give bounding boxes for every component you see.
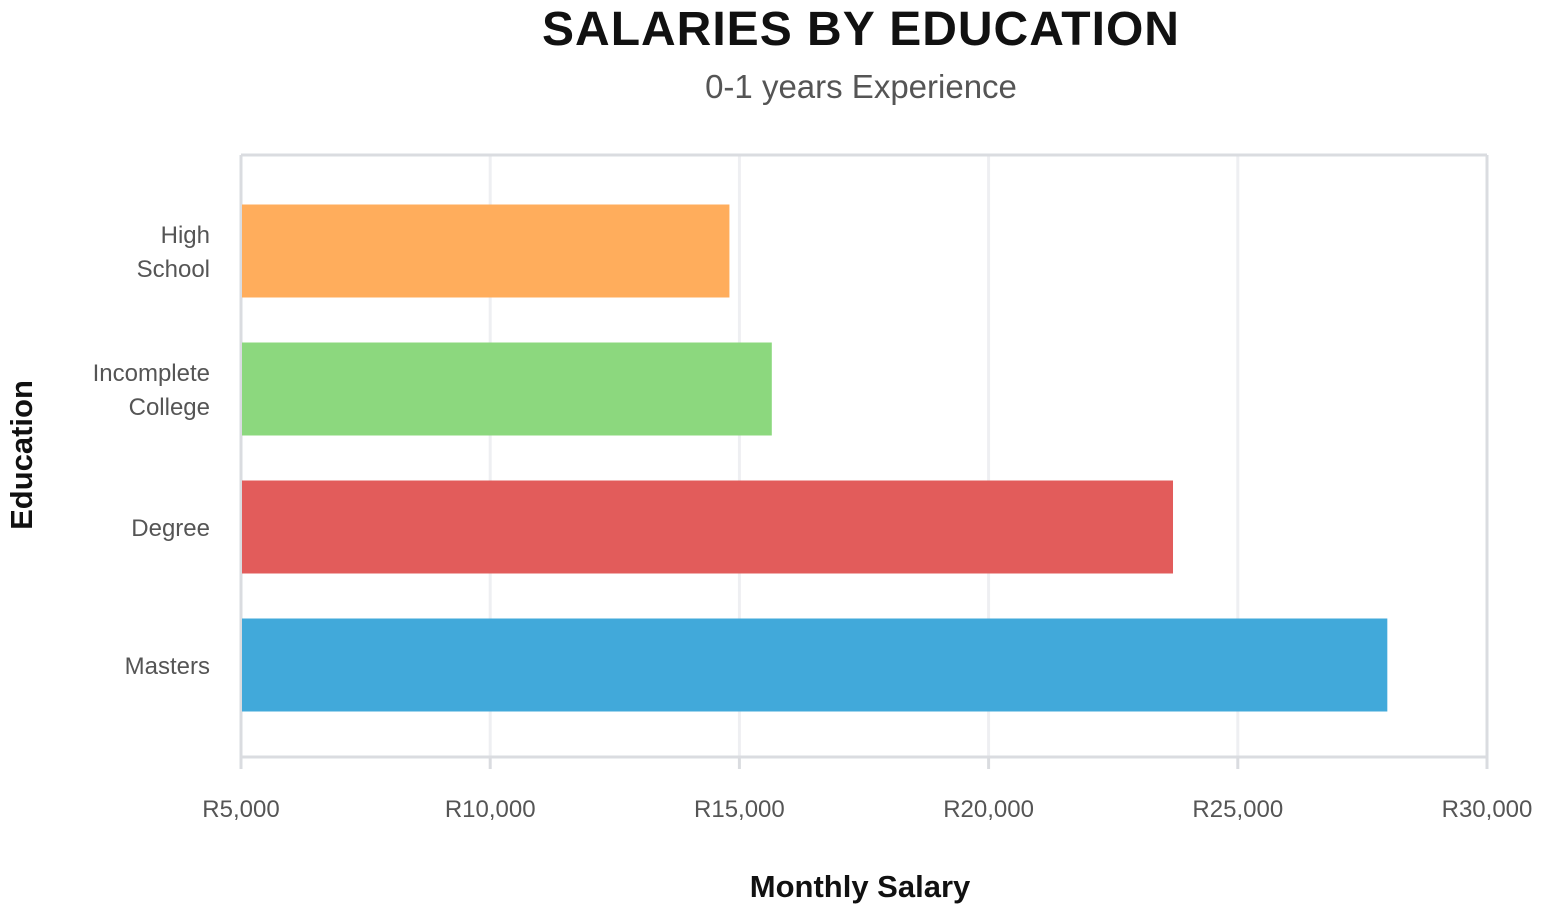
y-axis-title: Education: [4, 380, 39, 530]
chart-subtitle: 0-1 years Experience: [705, 68, 1017, 105]
plot-frame: [239, 153, 1489, 759]
x-axis-ticks: R5,000 R10,000 R15,000 R20,000 R25,000 R30,00…: [202, 757, 1532, 823]
bar: [242, 204, 730, 298]
chart-title: SALARIES BY EDUCATION: [542, 3, 1180, 56]
x-tick-label: R20,000: [943, 796, 1034, 823]
category-label: High School: [137, 222, 210, 283]
bars: [242, 204, 1388, 712]
x-tick-label: R5,000: [202, 796, 279, 823]
x-tick-label: R10,000: [445, 796, 536, 823]
bar: [242, 480, 1174, 574]
x-tick-label: R30,000: [1442, 796, 1533, 823]
category-label: Incomplete College: [93, 360, 210, 421]
x-axis-title: Monthly Salary: [750, 869, 971, 904]
category-labels: High School Incomplete College Degree Masters: [93, 222, 210, 680]
category-label: Degree: [131, 515, 210, 542]
x-tick-label: R25,000: [1192, 796, 1283, 823]
bar: [242, 342, 772, 436]
category-label: Masters: [125, 653, 210, 680]
x-tick-label: R15,000: [694, 796, 785, 823]
bar: [242, 618, 1388, 712]
